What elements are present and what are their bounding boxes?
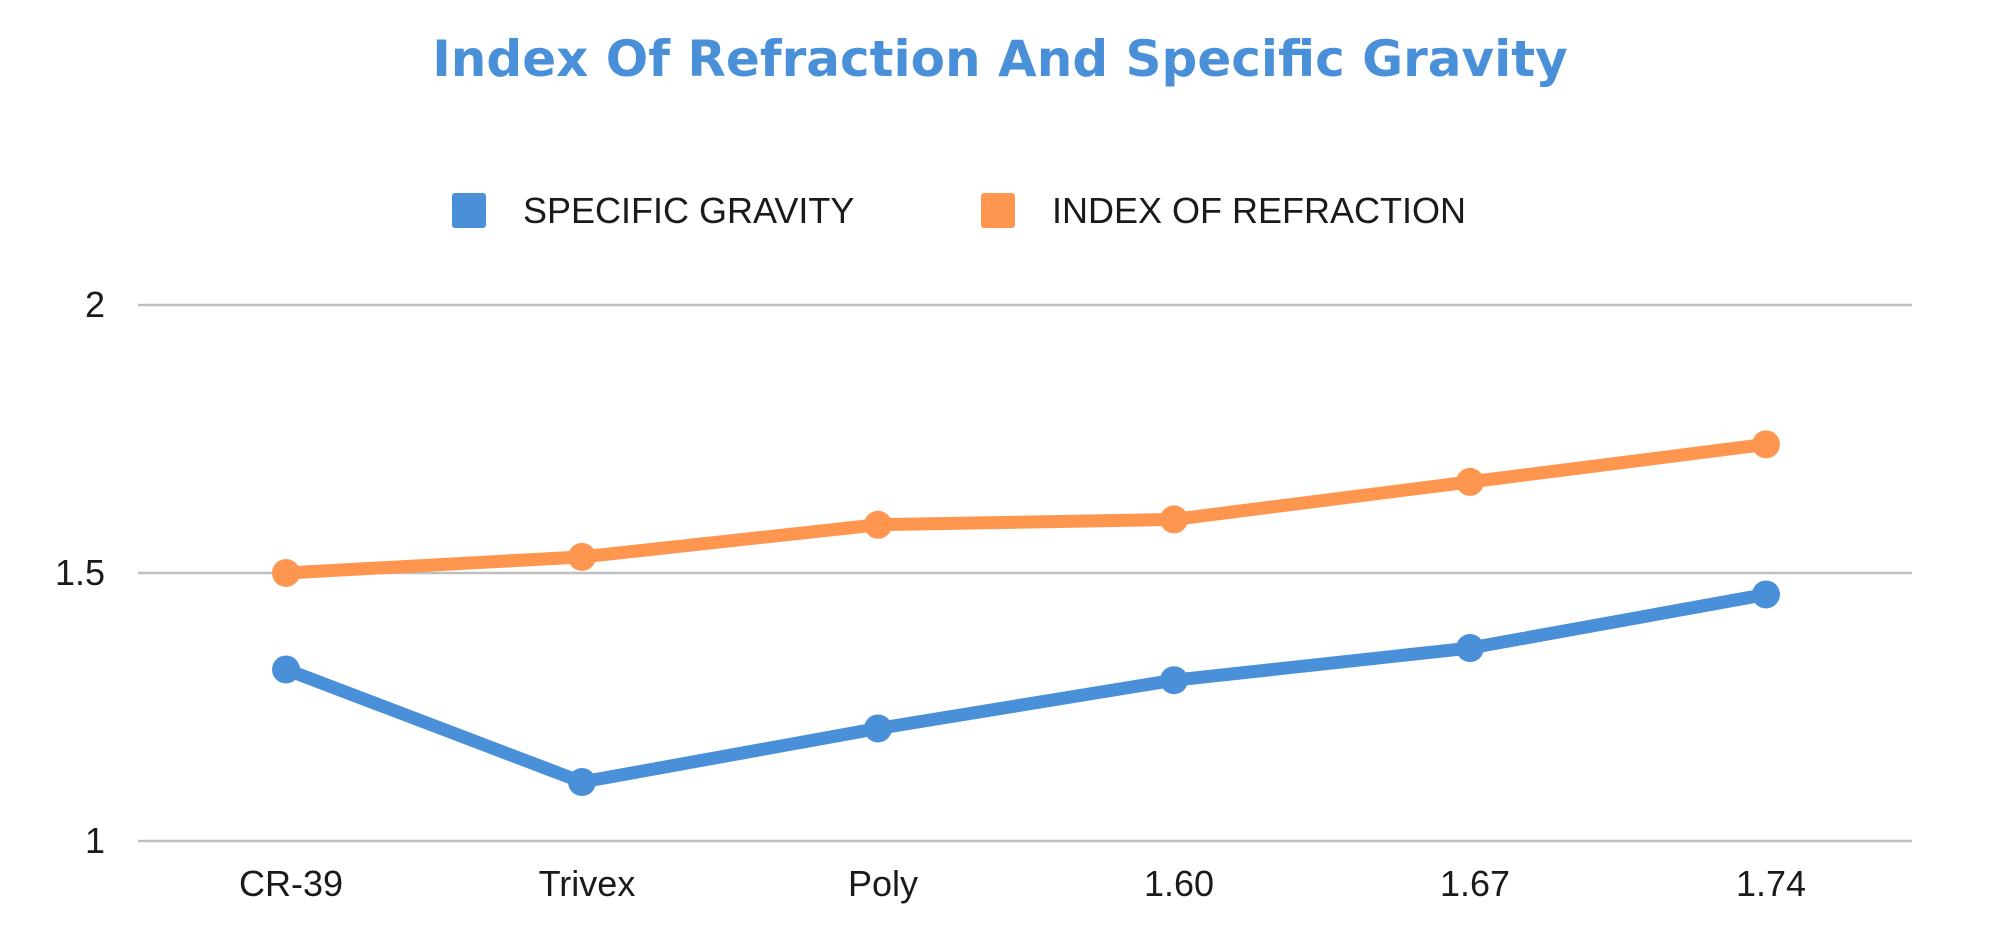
y-tick-label-2: 2 bbox=[85, 284, 105, 325]
y-tick-label-1-5: 1.5 bbox=[55, 552, 105, 593]
legend-swatch-index-of-refraction bbox=[981, 193, 1015, 228]
x-tick-label-1-74: 1.74 bbox=[1736, 863, 1806, 904]
legend-swatch-specific-gravity bbox=[452, 193, 486, 228]
legend-item-specific-gravity: SPECIFIC GRAVITY bbox=[452, 190, 854, 231]
x-axis-ticks: CR-39 Trivex Poly 1.60 1.67 1.74 bbox=[239, 863, 1806, 904]
data-point-index-of-refraction-poly[interactable] bbox=[864, 510, 892, 539]
x-tick-label-trivex: Trivex bbox=[539, 863, 636, 904]
data-point-specific-gravity-trivex[interactable] bbox=[568, 768, 596, 797]
data-point-specific-gravity-1-74[interactable] bbox=[1752, 580, 1780, 609]
series-line-index-of-refraction bbox=[279, 437, 1773, 580]
legend-item-index-of-refraction: INDEX OF REFRACTION bbox=[981, 190, 1466, 231]
legend-label-specific-gravity: SPECIFIC GRAVITY bbox=[523, 190, 854, 231]
y-tick-label-1: 1 bbox=[85, 820, 105, 861]
data-point-index-of-refraction-trivex[interactable] bbox=[568, 542, 596, 571]
data-point-index-of-refraction-1-74[interactable] bbox=[1752, 430, 1780, 459]
data-point-index-of-refraction-cr-39[interactable] bbox=[272, 559, 300, 587]
series-lines bbox=[279, 437, 1773, 789]
series-line-specific-gravity bbox=[279, 587, 1773, 789]
data-point-specific-gravity-1-60[interactable] bbox=[1160, 666, 1188, 695]
legend-label-index-of-refraction: INDEX OF REFRACTION bbox=[1052, 190, 1466, 231]
data-point-index-of-refraction-1-67[interactable] bbox=[1456, 467, 1484, 496]
series-points bbox=[272, 430, 1780, 797]
gridlines bbox=[138, 303, 1912, 843]
data-point-specific-gravity-1-67[interactable] bbox=[1456, 634, 1484, 663]
x-tick-label-1-67: 1.67 bbox=[1440, 863, 1510, 904]
x-tick-label-cr-39: CR-39 bbox=[239, 863, 343, 904]
chart-title: Index Of Refraction And Specific Gravity bbox=[432, 30, 1568, 88]
data-point-specific-gravity-poly[interactable] bbox=[864, 714, 892, 743]
data-point-index-of-refraction-1-60[interactable] bbox=[1160, 505, 1188, 534]
x-tick-label-poly: Poly bbox=[848, 863, 918, 904]
y-axis-ticks: 11.52 bbox=[55, 284, 105, 861]
legend: SPECIFIC GRAVITY INDEX OF REFRACTION bbox=[452, 190, 1466, 231]
x-tick-label-1-60: 1.60 bbox=[1144, 863, 1214, 904]
data-point-specific-gravity-cr-39[interactable] bbox=[272, 655, 300, 684]
